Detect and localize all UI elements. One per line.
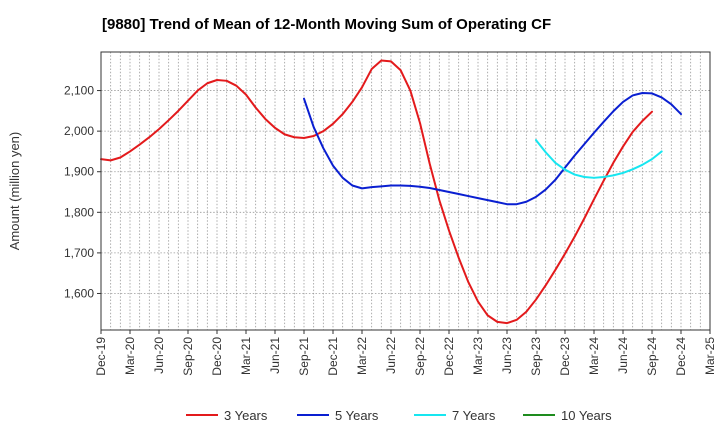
plot-area-frame [100,51,711,331]
y-tick-labels: 1,600 1,700 1,800 1,900 2,000 2,100 [64,84,101,300]
series-line-7-years [535,139,663,179]
x-tick-label: Sep-23 [529,337,543,376]
legend: 3 Years 5 Years 7 Years 10 Years [186,408,612,423]
series-line-5-years [303,91,682,206]
x-tick-label: Sep-24 [645,337,659,376]
x-tick-label: Mar-21 [239,337,253,375]
legend-label: 10 Years [561,408,612,423]
x-tick-label: Dec-20 [210,337,224,376]
legend-label: 7 Years [452,408,496,423]
x-tick-label: Jun-20 [152,337,166,374]
series-lines [100,59,682,325]
x-tick-label: Sep-22 [413,337,427,376]
x-tick-label: Jun-24 [616,337,630,374]
x-tick-label: Dec-22 [442,337,456,376]
y-tick-label: 1,900 [64,165,94,179]
chart-title: [9880] Trend of Mean of 12-Month Moving … [102,16,551,33]
x-tick-label: Dec-24 [674,337,688,376]
legend-label: 5 Years [335,408,379,423]
x-tick-label: Dec-21 [326,337,340,376]
y-tick-label: 2,000 [64,124,94,138]
legend-label: 3 Years [224,408,268,423]
y-tick-label: 1,600 [64,286,94,300]
grid-lines [101,52,710,330]
x-tick-label: Dec-23 [558,337,572,376]
x-tick-label: Mar-25 [703,337,717,375]
y-tick-label: 1,800 [64,205,94,219]
x-tick-label: Mar-23 [471,337,485,375]
x-tick-label: Mar-24 [587,337,601,375]
x-tick-labels: Dec-19 Mar-20 Jun-20 Sep-20 Dec-20 Mar-21 Jun-… [94,330,717,376]
x-tick-label: Jun-23 [500,337,514,374]
y-axis-label: Amount (million yen) [7,132,22,251]
x-tick-label: Sep-20 [181,337,195,376]
x-tick-label: Mar-20 [123,337,137,375]
x-tick-label: Jun-22 [384,337,398,374]
x-tick-label: Sep-21 [297,337,311,376]
x-tick-label: Dec-19 [94,337,108,376]
x-tick-label: Mar-22 [355,337,369,375]
y-tick-label: 2,100 [64,84,94,98]
y-tick-label: 1,700 [64,246,94,260]
series-line-3-years [100,59,653,325]
x-tick-label: Jun-21 [268,337,282,374]
